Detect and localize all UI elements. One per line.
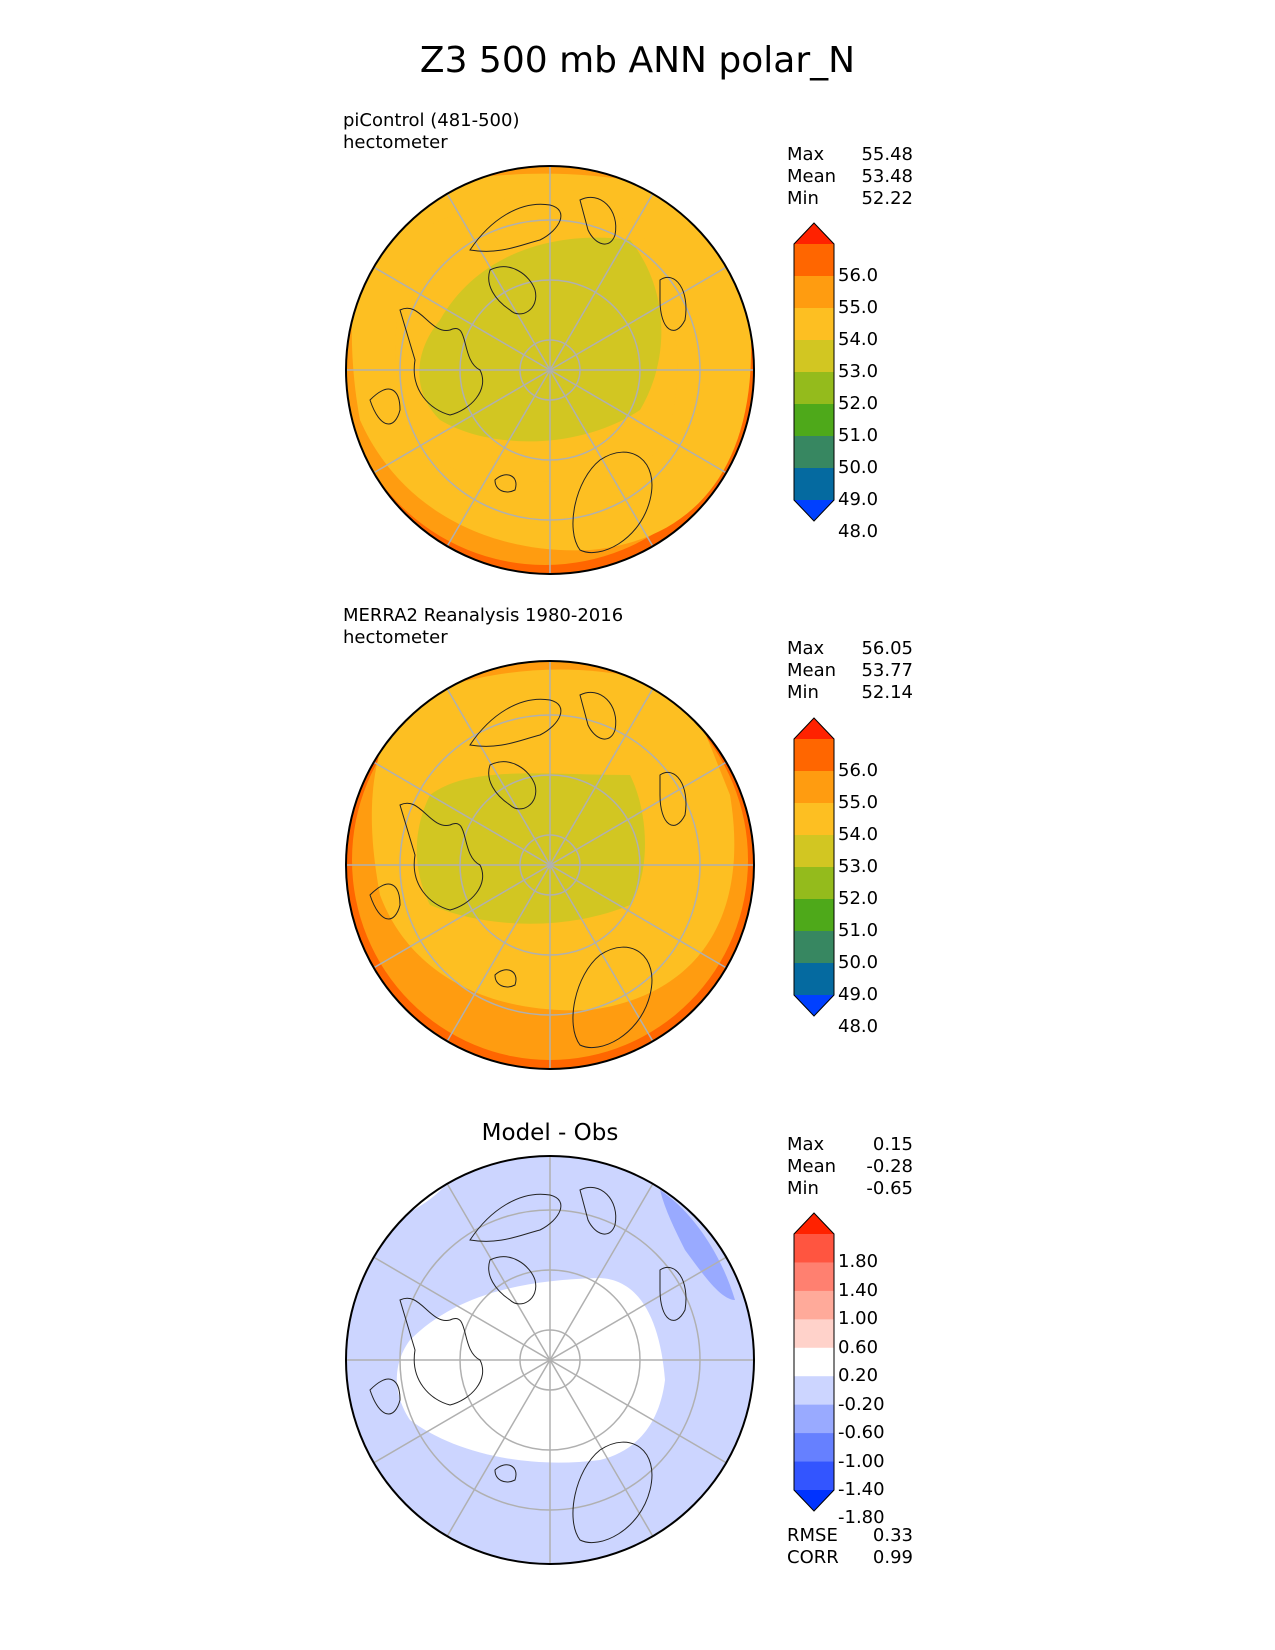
colorbar-segment	[794, 308, 834, 341]
colorbar-extend-min	[794, 500, 834, 521]
colorbar-tick-label: -1.80	[838, 1507, 885, 1529]
stat-row: Mean -0.28	[787, 1156, 913, 1177]
colorbar-tick-label: -1.00	[838, 1450, 885, 1472]
stat-row: Max 55.48	[787, 144, 913, 165]
colorbar-segment	[794, 1404, 834, 1434]
colorbar-extend-min	[794, 1490, 834, 1511]
colorbar-segment	[794, 436, 834, 469]
colorbar-segment	[794, 1234, 834, 1263]
colorbar-segment	[794, 931, 834, 964]
colorbar-tick-label: 51.0	[838, 920, 879, 941]
colorbar-segment	[794, 867, 834, 900]
colorbar-tick-label: 56.0	[838, 760, 879, 781]
panel-2-units: hectometer	[343, 627, 448, 648]
colorbar-tick-label: 48.0	[838, 521, 879, 542]
colorbar-tick-label: 53.0	[838, 361, 879, 382]
colorbar-tick-label: 50.0	[838, 952, 879, 973]
colorbar-segment	[794, 771, 834, 804]
colorbar-segment	[794, 1376, 834, 1406]
colorbar-segment	[794, 404, 834, 437]
colorbar-segment	[794, 835, 834, 868]
metric-row: CORR 0.99	[787, 1547, 913, 1568]
stat-row: Min -0.65	[787, 1178, 913, 1199]
colorbar-segment	[794, 468, 834, 501]
metric-row: RMSE 0.33	[787, 1525, 913, 1546]
panel-2-stats: Max 56.05 Mean 53.77 Min 52.14	[787, 638, 913, 704]
colorbar-tick-label: 1.00	[838, 1308, 879, 1330]
colorbar-segment	[794, 899, 834, 932]
panel-1-case-name: piControl (481-500)	[343, 110, 520, 131]
colorbar-tick-label: 1.80	[838, 1251, 879, 1273]
stat-row: Mean 53.77	[787, 660, 913, 681]
stat-row: Min 52.22	[787, 188, 913, 209]
colorbar-extend-max	[794, 718, 834, 739]
colorbar-segment	[794, 1347, 834, 1377]
colorbar-outline	[793, 1212, 835, 1512]
colorbar-tick-label: 55.0	[838, 792, 879, 813]
panel-2-case-name: MERRA2 Reanalysis 1980-2016	[343, 605, 624, 626]
panel-1-units: hectometer	[343, 132, 448, 153]
colorbar-tick-label: 0.20	[838, 1365, 879, 1387]
colorbar-extend-max	[794, 1213, 834, 1234]
panel-3-title: Model - Obs	[481, 1120, 619, 1146]
colorbar-tick-label: -0.60	[838, 1422, 885, 1444]
panel-2-label: MERRA2 Reanalysis 1980-2016 hectometer	[343, 605, 623, 649]
panel-1-stats: Max 55.48 Mean 53.48 Min 52.22	[787, 144, 913, 210]
colorbar-outline	[793, 717, 835, 1017]
colorbar-segment	[794, 1319, 834, 1349]
panel-3-metrics: RMSE 0.33 CORR 0.99	[787, 1525, 913, 1569]
panel-1-polar-map	[345, 165, 755, 575]
panel-3-colorbar	[793, 1212, 835, 1512]
colorbar-tick-label: 51.0	[838, 425, 879, 446]
colorbar-segment	[794, 739, 834, 772]
colorbar-segment	[794, 1433, 834, 1463]
colorbar-extend-min	[794, 995, 834, 1016]
figure-title: Z3 500 mb ANN polar_N	[419, 40, 856, 81]
colorbar-tick-label: 1.40	[838, 1279, 879, 1301]
colorbar-segment	[794, 803, 834, 836]
colorbar-tick-label: 53.0	[838, 856, 879, 877]
colorbar-segment	[794, 1262, 834, 1292]
colorbar-tick-label: 49.0	[838, 984, 879, 1005]
panel-1-label: piControl (481-500) hectometer	[343, 110, 519, 154]
stat-row: Mean 53.48	[787, 166, 913, 187]
colorbar-extend-max	[794, 223, 834, 244]
panel-1-colorbar	[793, 222, 835, 522]
colorbar-tick-label: 0.60	[838, 1336, 879, 1358]
panel-3-stats: Max 0.15 Mean -0.28 Min -0.65	[787, 1134, 913, 1200]
colorbar-tick-label: 52.0	[838, 393, 879, 414]
colorbar-segment	[794, 1290, 834, 1320]
colorbar-tick-label: 48.0	[838, 1016, 879, 1037]
stat-row: Max 0.15	[787, 1134, 913, 1155]
panel-2-colorbar	[793, 717, 835, 1017]
colorbar-outline	[793, 222, 835, 522]
stat-row: Min 52.14	[787, 682, 913, 703]
stat-row: Max 56.05	[787, 638, 913, 659]
colorbar-tick-label: 55.0	[838, 297, 879, 318]
colorbar-tick-label: -1.40	[838, 1479, 885, 1500]
panel-3-polar-map	[345, 1155, 755, 1565]
colorbar-segment	[794, 372, 834, 405]
colorbar-tick-label: -0.20	[838, 1393, 885, 1415]
colorbar-tick-label: 50.0	[838, 457, 879, 478]
colorbar-tick-label: 54.0	[838, 329, 879, 350]
colorbar-tick-label: 56.0	[838, 265, 879, 286]
colorbar-tick-label: 54.0	[838, 824, 879, 845]
colorbar-segment	[794, 963, 834, 996]
colorbar-segment	[794, 340, 834, 373]
colorbar-segment	[794, 276, 834, 309]
colorbar-segment	[794, 1461, 834, 1491]
colorbar-tick-label: 52.0	[838, 888, 879, 909]
colorbar-segment	[794, 244, 834, 277]
colorbar-tick-label: 49.0	[838, 489, 879, 510]
panel-2-polar-map	[345, 660, 755, 1070]
